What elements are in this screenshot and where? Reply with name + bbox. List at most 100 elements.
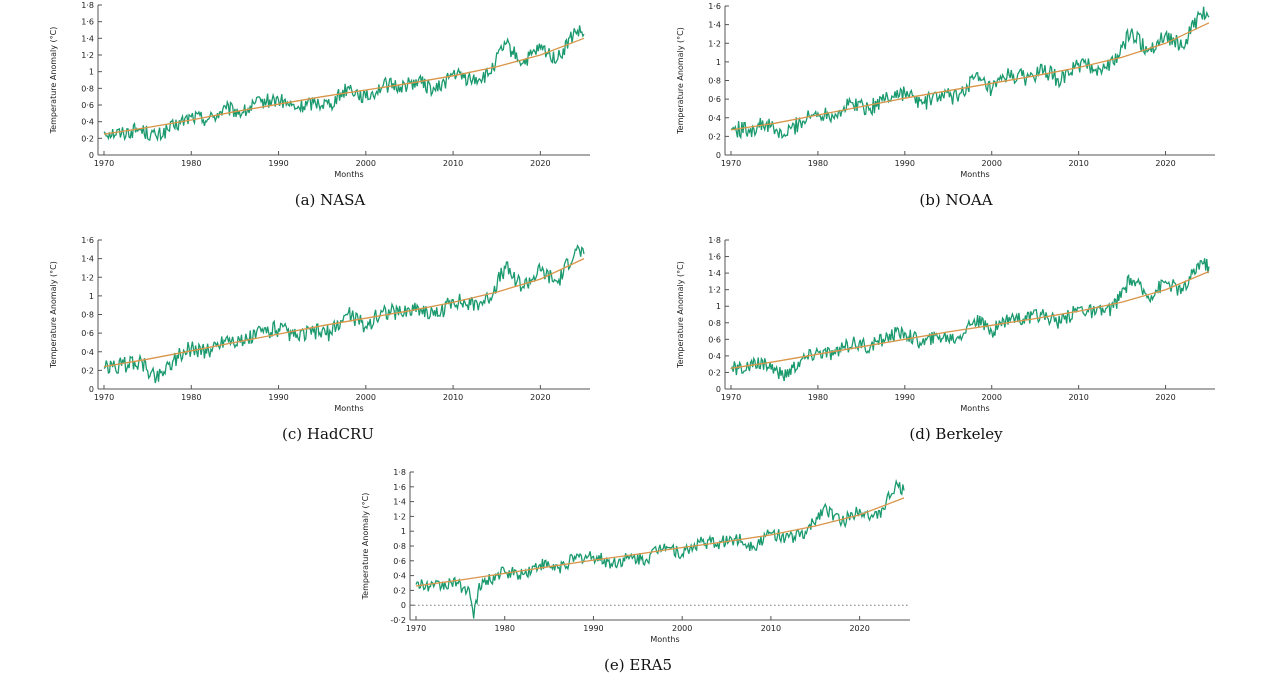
x-tick-label: 2000 [356,159,376,168]
anomaly-series-line [103,25,585,143]
x-tick-label: 1990 [583,624,603,633]
x-tick-label: 2020 [849,624,869,633]
y-tick-label: 1·2 [708,286,721,295]
y-tick-label: 1·6 [81,236,94,245]
x-tick-label: 2020 [1155,393,1175,402]
y-tick-label: 1·8 [708,236,721,245]
y-tick-label: 0·8 [393,542,406,551]
x-tick-label: 2000 [982,159,1002,168]
y-tick-label: 0 [401,601,406,610]
y-tick-label: 0·4 [81,348,94,357]
y-tick-label: 1·4 [81,34,94,43]
x-tick-label: 2020 [530,393,550,402]
y-tick-label: 1 [89,68,94,77]
chart-panel-5: -0·2 0 0·2 0·4 0·6 0·8 1 1·2 1·4 1·6 1·8 1970 1980 19… [361,468,910,674]
anomaly-series-line [730,258,1210,382]
panel-caption: (a) NASA [295,191,366,209]
trend-series-line [103,37,585,135]
panel-caption: (e) ERA5 [604,656,672,674]
chart-panel-1: 0 0·2 0·4 0·6 0·8 1 1·2 1·4 1·6 1·8 1970 1980 1990 20… [49,1,590,209]
x-axis-label: Months [960,170,989,179]
y-tick-label: 0·6 [708,335,721,344]
panel-caption: (b) NOAA [919,191,992,209]
x-axis-label: Months [960,404,989,413]
x-tick-label: 2000 [356,393,376,402]
y-tick-label: 0·6 [81,329,94,338]
trend-series-line [730,22,1210,131]
x-axis-label: Months [334,404,363,413]
y-axis-label: Temperature Anomaly (°C) [49,261,58,369]
x-tick-label: 1990 [895,159,915,168]
y-tick-label: 0 [716,151,721,160]
y-tick-label: 0·4 [81,118,94,127]
x-tick-label: 1970 [721,393,741,402]
y-tick-label: 1·4 [708,269,721,278]
trend-series-line [730,270,1210,369]
x-tick-label: 2020 [1155,159,1175,168]
y-tick-label: 0·8 [708,319,721,328]
x-tick-label: 2000 [982,393,1002,402]
y-axis-label: Temperature Anomaly (°C) [676,261,685,369]
x-tick-label: 2000 [672,624,692,633]
y-tick-label: 0 [89,151,94,160]
y-tick-label: 1 [716,302,721,311]
x-tick-label: 1970 [721,159,741,168]
x-tick-label: 1970 [406,624,426,633]
y-tick-label: 1·2 [81,51,94,60]
y-tick-label: 0 [716,385,721,394]
x-tick-label: 1990 [268,159,288,168]
y-tick-label: 0·8 [81,311,94,320]
y-tick-label: 0·8 [81,84,94,93]
x-tick-label: 1990 [895,393,915,402]
x-tick-label: 2010 [1068,159,1088,168]
y-tick-label: 0·4 [708,114,721,123]
y-tick-label: 0·2 [81,366,94,375]
y-axis-label: Temperature Anomaly (°C) [361,493,370,601]
x-tick-label: 2010 [1068,393,1088,402]
trend-series-line [415,497,905,587]
y-tick-label: -0·2 [390,616,406,625]
y-tick-label: 1·2 [393,512,406,521]
x-tick-label: 1980 [808,159,828,168]
y-tick-label: 1·2 [708,39,721,48]
y-tick-label: 1·6 [708,2,721,11]
y-tick-label: 1 [401,527,406,536]
y-tick-label: 0·6 [708,95,721,104]
y-tick-label: 1·8 [81,1,94,10]
x-tick-label: 1980 [808,393,828,402]
x-tick-label: 2020 [530,159,550,168]
y-tick-label: 0·2 [708,368,721,377]
x-axis-label: Months [334,170,363,179]
y-tick-label: 1·6 [81,18,94,27]
y-tick-label: 0·6 [81,101,94,110]
y-tick-label: 0·4 [393,572,406,581]
panel-caption: (d) Berkeley [909,425,1003,443]
anomaly-series-line [415,478,905,619]
y-tick-label: 0·2 [708,132,721,141]
x-tick-label: 2010 [761,624,781,633]
y-tick-label: 0·2 [81,134,94,143]
y-axis-label: Temperature Anomaly (°C) [676,27,685,135]
y-tick-label: 1 [716,58,721,67]
y-tick-label: 1·4 [393,498,406,507]
y-tick-label: 1·2 [81,273,94,282]
y-tick-label: 0 [89,385,94,394]
x-tick-label: 1970 [94,393,114,402]
x-axis-label: Months [650,635,679,644]
trend-series-line [103,258,585,368]
y-tick-label: 1·6 [393,483,406,492]
y-tick-label: 0·6 [393,557,406,566]
panel-caption: (c) HadCRU [282,425,374,443]
y-tick-label: 0·8 [708,77,721,86]
chart-panel-4: 0 0·2 0·4 0·6 0·8 1 1·2 1·4 1·6 1·8 1970 1980 1990 20… [676,236,1215,443]
y-tick-label: 1·4 [708,21,721,30]
x-tick-label: 2010 [443,393,463,402]
x-tick-label: 1980 [181,393,201,402]
x-tick-label: 2010 [443,159,463,168]
anomaly-series-line [103,244,585,384]
y-tick-label: 0·2 [393,586,406,595]
x-tick-label: 1980 [495,624,515,633]
y-tick-label: 1 [89,292,94,301]
y-axis-label: Temperature Anomaly (°C) [49,27,58,135]
